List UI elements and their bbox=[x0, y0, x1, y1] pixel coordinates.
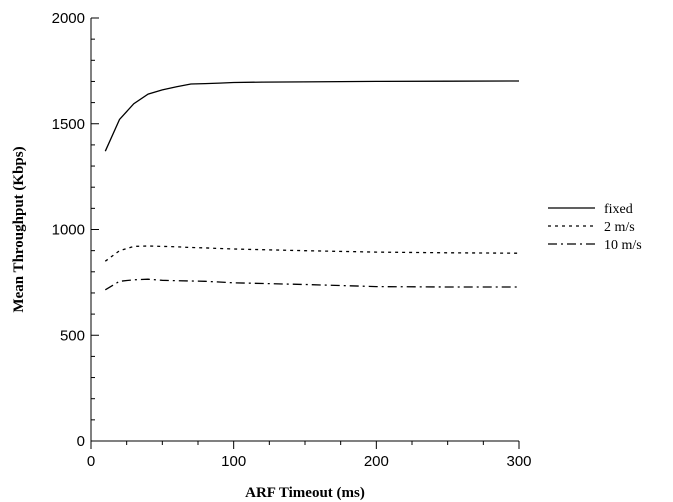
y-tick-label: 2000 bbox=[52, 10, 85, 27]
y-tick-label: 500 bbox=[60, 327, 85, 344]
x-tick-label: 200 bbox=[364, 453, 389, 470]
axis-ticks: 0 500 1000 1500 2000 0 100 200 300 bbox=[52, 10, 532, 470]
y-tick-label: 1500 bbox=[52, 116, 85, 133]
series-line-2 bbox=[104, 245, 520, 262]
legend-label: fixed bbox=[604, 202, 633, 217]
y-tick-label: 1000 bbox=[52, 222, 85, 239]
legend: fixed 2 m/s 10 m/s bbox=[548, 202, 642, 253]
y-tick-label: 0 bbox=[77, 433, 85, 450]
series-line-1 bbox=[104, 80, 520, 152]
series-line-3 bbox=[104, 278, 519, 291]
x-tick-label: 0 bbox=[87, 453, 95, 470]
x-tick-label: 100 bbox=[221, 453, 246, 470]
legend-label: 2 m/s bbox=[604, 220, 635, 235]
y-axis-title: Mean Throughput (Kbps) bbox=[11, 146, 27, 312]
x-tick-label: 300 bbox=[506, 453, 531, 470]
x-axis-title: ARF Timeout (ms) bbox=[245, 485, 365, 501]
series-lines bbox=[104, 80, 520, 291]
legend-label: 10 m/s bbox=[604, 238, 642, 253]
